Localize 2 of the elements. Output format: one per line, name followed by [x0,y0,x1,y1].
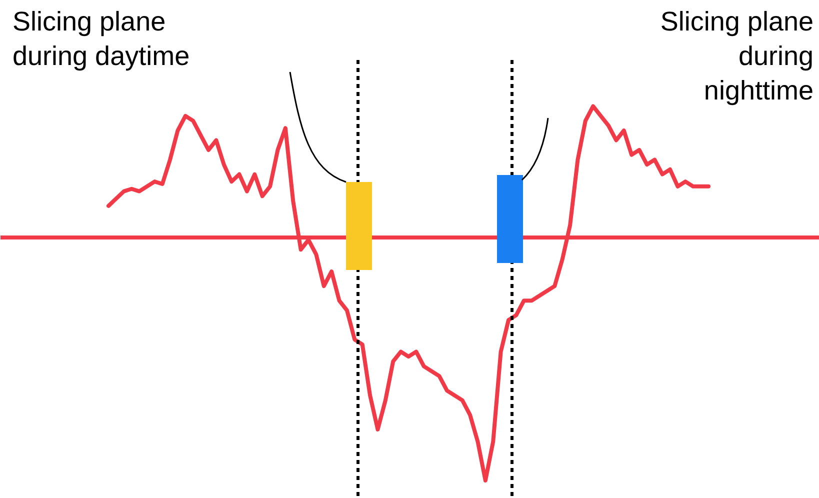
text: Slicing plane during nighttime [660,6,814,106]
text: Slicing plane during daytime [12,6,190,71]
